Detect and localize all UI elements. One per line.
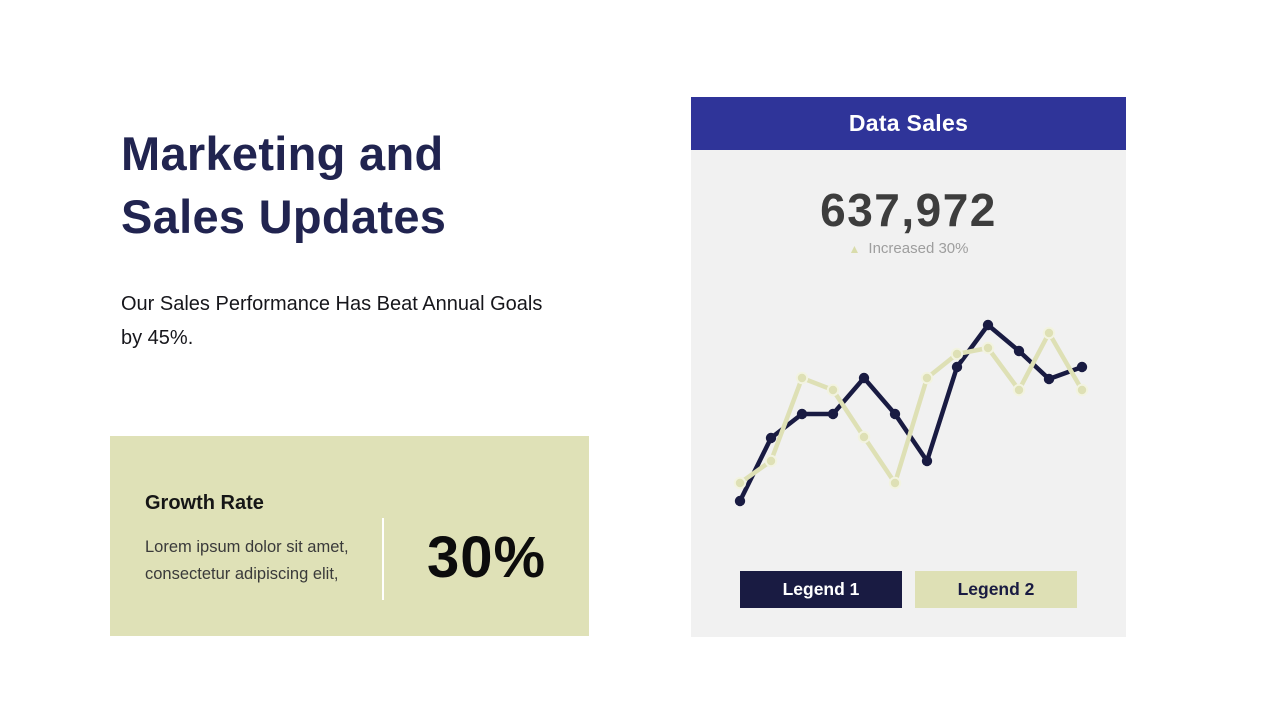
growth-rate-description: Lorem ipsum dolor sit amet, consectetur … bbox=[145, 538, 349, 583]
growth-rate-heading: Growth Rate bbox=[145, 492, 264, 514]
sales-line-chart bbox=[733, 319, 1089, 507]
sales-stat-value: 637,972 bbox=[820, 184, 997, 236]
legend-2-button[interactable]: Legend 2 bbox=[915, 571, 1077, 608]
page-title: Marketing and Sales Updates bbox=[121, 127, 447, 243]
data-sales-card: Data Sales 637,972 ▲ Increased 30% Legen… bbox=[691, 97, 1126, 637]
growth-rate-value: 30% bbox=[426, 525, 547, 590]
legend-1-button[interactable]: Legend 1 bbox=[740, 571, 902, 608]
card-title: Data Sales bbox=[691, 97, 1126, 150]
subtitle: Our Sales Performance Has Beat Annual Go… bbox=[121, 293, 543, 349]
vertical-divider bbox=[382, 518, 384, 600]
growth-rate-card: Growth Rate Lorem ipsum dolor sit amet, … bbox=[110, 436, 589, 636]
sales-delta: ▲ Increased 30% bbox=[691, 240, 1126, 257]
sales-delta-label: Increased 30% bbox=[868, 240, 969, 257]
increase-triangle-icon: ▲ bbox=[848, 241, 861, 256]
